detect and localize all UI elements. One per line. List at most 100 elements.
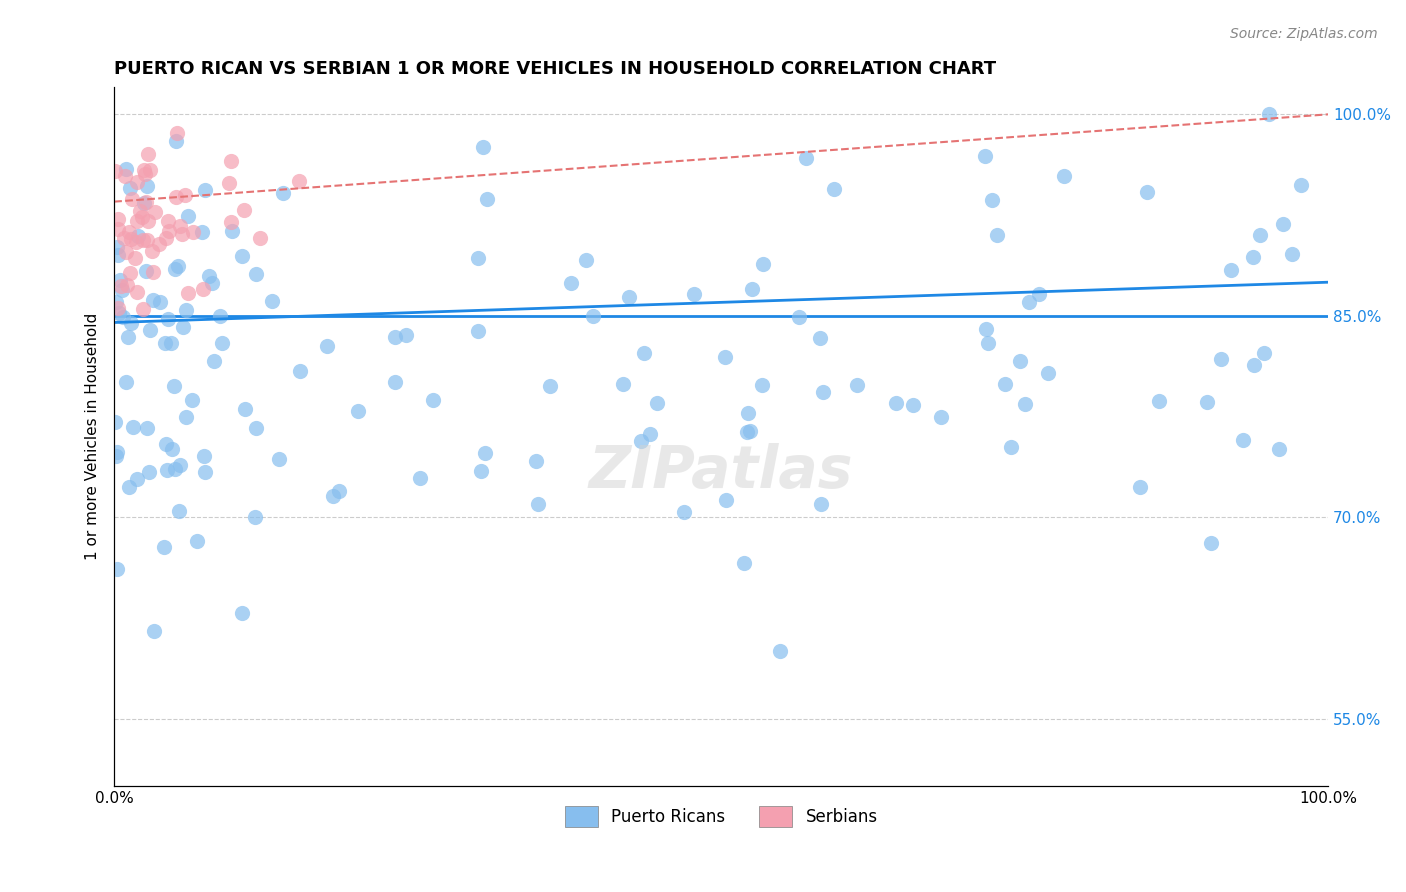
Puerto Ricans [115, 375, 138, 389]
Puerto Ricans [163, 462, 186, 476]
Puerto Ricans [474, 446, 496, 460]
Puerto Ricans [117, 480, 139, 494]
Puerto Ricans [787, 310, 810, 325]
Puerto Ricans [262, 293, 284, 308]
Puerto Ricans [165, 134, 187, 148]
Puerto Ricans [1036, 366, 1059, 380]
Puerto Ricans [714, 350, 737, 364]
Puerto Ricans [172, 319, 194, 334]
Puerto Ricans [135, 263, 157, 277]
Serbians [120, 232, 142, 246]
Legend: Puerto Ricans, Serbians: Puerto Ricans, Serbians [558, 799, 884, 833]
Puerto Ricans [153, 540, 176, 554]
Serbians [288, 174, 311, 188]
Puerto Ricans [181, 392, 204, 407]
Puerto Ricans [243, 509, 266, 524]
Serbians [141, 244, 163, 259]
Serbians [125, 213, 148, 227]
Puerto Ricans [683, 286, 706, 301]
Puerto Ricans [108, 273, 131, 287]
Puerto Ricans [142, 293, 165, 308]
Serbians [131, 210, 153, 224]
Puerto Ricans [105, 444, 128, 458]
Puerto Ricans [630, 434, 652, 448]
Puerto Ricans [105, 562, 128, 576]
Puerto Ricans [1129, 481, 1152, 495]
Puerto Ricans [810, 331, 832, 345]
Puerto Ricans [986, 227, 1008, 242]
Puerto Ricans [156, 463, 179, 477]
Puerto Ricans [813, 384, 835, 399]
Puerto Ricans [202, 353, 225, 368]
Puerto Ricans [135, 178, 157, 193]
Puerto Ricans [735, 425, 758, 439]
Puerto Ricans [290, 363, 312, 377]
Puerto Ricans [738, 424, 761, 438]
Y-axis label: 1 or more Vehicles in Household: 1 or more Vehicles in Household [86, 313, 100, 560]
Serbians [136, 233, 159, 247]
Serbians [218, 176, 240, 190]
Serbians [219, 215, 242, 229]
Puerto Ricans [823, 182, 845, 196]
Serbians [136, 147, 159, 161]
Puerto Ricans [1209, 352, 1232, 367]
Serbians [107, 211, 129, 226]
Puerto Ricans [347, 404, 370, 418]
Puerto Ricans [714, 493, 737, 508]
Puerto Ricans [245, 267, 267, 281]
Serbians [145, 205, 167, 219]
Puerto Ricans [201, 276, 224, 290]
Puerto Ricans [105, 449, 128, 463]
Puerto Ricans [120, 181, 142, 195]
Puerto Ricans [194, 466, 217, 480]
Puerto Ricans [1241, 250, 1264, 264]
Serbians [134, 167, 156, 181]
Puerto Ricans [316, 339, 339, 353]
Text: PUERTO RICAN VS SERBIAN 1 OR MORE VEHICLES IN HOUSEHOLD CORRELATION CHART: PUERTO RICAN VS SERBIAN 1 OR MORE VEHICL… [114, 60, 997, 78]
Puerto Ricans [1028, 286, 1050, 301]
Puerto Ricans [169, 458, 191, 473]
Puerto Ricans [193, 449, 215, 463]
Puerto Ricans [153, 336, 176, 351]
Serbians [114, 169, 136, 184]
Puerto Ricans [127, 229, 149, 244]
Puerto Ricans [155, 436, 177, 450]
Puerto Ricans [231, 607, 253, 621]
Puerto Ricans [612, 376, 634, 391]
Serbians [174, 188, 197, 202]
Serbians [125, 235, 148, 249]
Puerto Ricans [162, 442, 184, 457]
Puerto Ricans [384, 329, 406, 343]
Puerto Ricans [672, 505, 695, 519]
Serbians [170, 227, 193, 241]
Puerto Ricans [1000, 441, 1022, 455]
Text: Source: ZipAtlas.com: Source: ZipAtlas.com [1230, 27, 1378, 41]
Puerto Ricans [198, 268, 221, 283]
Serbians [124, 251, 146, 265]
Puerto Ricans [111, 310, 134, 324]
Puerto Ricans [107, 240, 129, 254]
Serbians [118, 225, 141, 239]
Puerto Ricans [472, 139, 495, 153]
Puerto Ricans [395, 328, 418, 343]
Serbians [165, 190, 187, 204]
Puerto Ricans [142, 624, 165, 638]
Puerto Ricans [267, 452, 290, 467]
Serbians [176, 286, 198, 301]
Puerto Ricans [477, 192, 499, 206]
Puerto Ricans [1271, 218, 1294, 232]
Puerto Ricans [384, 375, 406, 389]
Serbians [156, 214, 179, 228]
Serbians [132, 233, 155, 247]
Serbians [112, 231, 135, 245]
Puerto Ricans [737, 406, 759, 420]
Serbians [135, 194, 157, 209]
Serbians [169, 219, 191, 233]
Serbians [136, 214, 159, 228]
Puerto Ricans [422, 392, 444, 407]
Serbians [118, 266, 141, 280]
Puerto Ricans [104, 415, 127, 429]
Serbians [110, 278, 132, 293]
Puerto Ricans [231, 249, 253, 263]
Serbians [219, 154, 242, 169]
